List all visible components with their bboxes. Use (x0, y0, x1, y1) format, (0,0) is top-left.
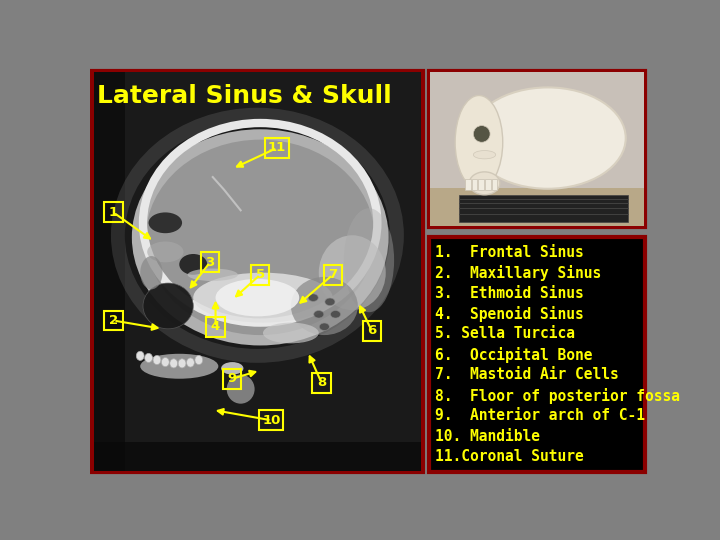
Ellipse shape (469, 172, 500, 195)
Ellipse shape (470, 87, 626, 189)
Text: 11.Coronal Suture: 11.Coronal Suture (436, 449, 584, 464)
Bar (431, 188, 644, 226)
Bar (312, 373, 330, 393)
Bar (478, 179, 484, 190)
Bar (459, 214, 629, 221)
Bar (428, 238, 645, 472)
Ellipse shape (320, 323, 329, 330)
Bar (265, 138, 289, 158)
Ellipse shape (148, 212, 182, 233)
Bar (472, 179, 477, 190)
Text: 9.  Anterior arch of C-1: 9. Anterior arch of C-1 (436, 408, 645, 423)
Bar (459, 195, 629, 199)
Bar (104, 310, 122, 330)
Text: 10. Mandible: 10. Mandible (436, 429, 541, 443)
Bar (459, 199, 629, 203)
Ellipse shape (178, 359, 186, 368)
Text: 9: 9 (228, 372, 237, 385)
Ellipse shape (344, 208, 394, 312)
Bar (459, 208, 629, 214)
Ellipse shape (215, 279, 300, 316)
Ellipse shape (132, 129, 389, 346)
Bar (201, 252, 219, 272)
Ellipse shape (179, 254, 207, 275)
Ellipse shape (188, 268, 238, 281)
Bar (94, 72, 125, 471)
Text: 10: 10 (262, 414, 281, 427)
Bar (428, 71, 645, 227)
Bar (223, 369, 241, 389)
Text: 3.  Ethmoid Sinus: 3. Ethmoid Sinus (436, 286, 584, 301)
Bar (323, 265, 342, 285)
Ellipse shape (145, 140, 374, 335)
Ellipse shape (473, 151, 495, 159)
Bar (251, 265, 269, 285)
Ellipse shape (193, 273, 333, 322)
Ellipse shape (455, 96, 503, 189)
Bar (465, 179, 471, 190)
Text: 4: 4 (211, 320, 220, 333)
Ellipse shape (227, 375, 255, 404)
Ellipse shape (308, 294, 318, 301)
Ellipse shape (136, 352, 144, 360)
Bar (94, 72, 421, 471)
Text: 3: 3 (205, 256, 215, 269)
Ellipse shape (195, 355, 203, 364)
Ellipse shape (147, 241, 184, 262)
Bar (104, 202, 122, 222)
Ellipse shape (319, 235, 386, 310)
Ellipse shape (161, 357, 169, 367)
Bar (92, 71, 423, 472)
Ellipse shape (473, 126, 490, 142)
Text: 7: 7 (328, 268, 337, 281)
Ellipse shape (263, 322, 319, 343)
Text: 7.  Mastoid Air Cells: 7. Mastoid Air Cells (436, 367, 619, 382)
Bar (207, 317, 225, 337)
Bar (363, 321, 381, 341)
Ellipse shape (153, 355, 161, 364)
Bar (492, 179, 498, 190)
Text: 5: 5 (256, 268, 265, 281)
Ellipse shape (314, 310, 324, 318)
Text: 5. Sella Turcica: 5. Sella Turcica (436, 327, 575, 341)
Bar (485, 179, 490, 190)
Text: 6: 6 (367, 325, 377, 338)
Text: 1: 1 (109, 206, 118, 219)
Text: 8: 8 (317, 376, 326, 389)
Text: 2.  Maxillary Sinus: 2. Maxillary Sinus (436, 265, 602, 281)
Bar (431, 72, 644, 226)
Text: 8.  Floor of posterior fossa: 8. Floor of posterior fossa (436, 388, 680, 404)
Ellipse shape (291, 277, 358, 335)
Ellipse shape (186, 358, 194, 367)
Text: 6.  Occipital Bone: 6. Occipital Bone (436, 347, 593, 363)
Ellipse shape (143, 283, 193, 329)
Text: 1.  Frontal Sinus: 1. Frontal Sinus (436, 245, 584, 260)
Bar (94, 442, 421, 471)
Ellipse shape (145, 353, 153, 362)
Bar (459, 203, 629, 208)
Ellipse shape (330, 310, 341, 318)
Text: 11: 11 (268, 141, 286, 154)
Ellipse shape (325, 298, 335, 306)
Text: 2: 2 (109, 314, 118, 327)
Ellipse shape (221, 362, 243, 375)
Bar (259, 410, 284, 430)
Ellipse shape (140, 256, 163, 289)
Text: 4.  Spenoid Sinus: 4. Spenoid Sinus (436, 306, 584, 322)
Text: Lateral Sinus & Skull: Lateral Sinus & Skull (96, 84, 392, 107)
Ellipse shape (170, 359, 178, 368)
Ellipse shape (140, 354, 218, 379)
